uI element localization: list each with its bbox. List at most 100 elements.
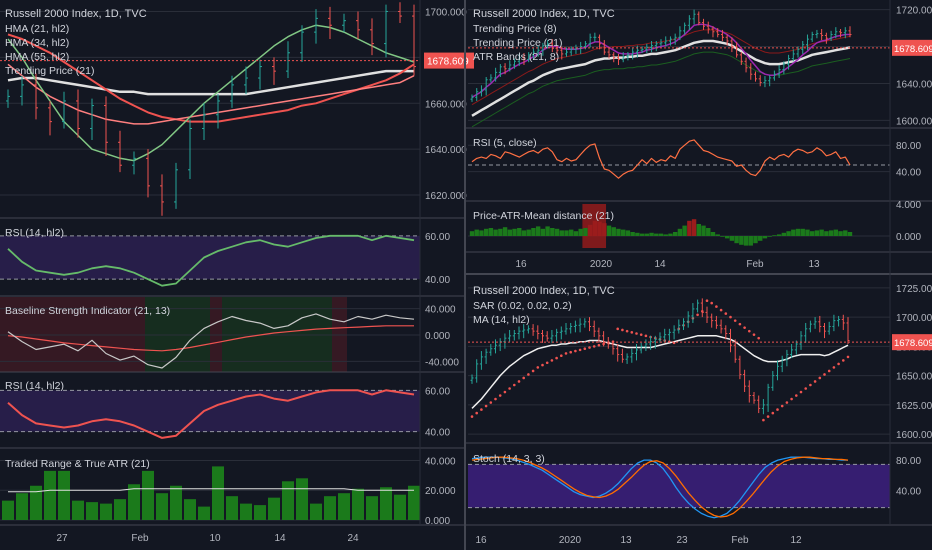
x-axis-tick-label: 24: [347, 533, 359, 544]
atr-bar: [170, 485, 182, 520]
sar-dot: [823, 373, 826, 376]
current-price-label-bg: [892, 39, 932, 56]
distance-bar: [569, 229, 574, 236]
y-axis-tick-label: 60.00: [425, 232, 450, 243]
atr-bar: [44, 470, 56, 520]
distance-bar: [587, 224, 593, 236]
distance-bar: [531, 228, 536, 236]
sar-dot: [560, 354, 563, 358]
distance-bar: [833, 229, 839, 236]
y-axis-tick-label: 0.000: [896, 232, 921, 243]
sar-dot: [545, 361, 549, 365]
distance-bar: [696, 224, 701, 236]
left-legend-item: Trending Price (21): [5, 65, 94, 77]
distance-bar: [469, 231, 475, 236]
distance-bar: [654, 233, 659, 236]
atr-title: Traded Range & True ATR (21): [5, 458, 150, 470]
sar-dot: [503, 390, 507, 394]
distance-bar: [791, 229, 796, 236]
y-axis-tick-label: 1725.000: [896, 284, 932, 295]
sar-dot: [733, 319, 737, 322]
sar-dot: [541, 363, 544, 367]
atr-bar: [2, 500, 14, 520]
y-axis-tick-label: -40.000: [425, 357, 459, 368]
atr-bar: [142, 470, 154, 520]
sar-dot: [564, 352, 568, 355]
sar-dot: [621, 328, 624, 332]
series-stoch-d: [471, 456, 849, 518]
distance-bar: [550, 228, 555, 236]
sar-dot: [719, 308, 723, 312]
left-legend-item: HMA (34, hl2): [5, 37, 69, 49]
distance-bar: [847, 232, 853, 236]
distance-bar: [649, 232, 654, 236]
x-axis-tick-label: 14: [654, 259, 666, 270]
x-axis-tick-label: 14: [274, 533, 286, 544]
sar-dot: [583, 347, 587, 351]
series-stoch-k: [471, 456, 848, 519]
y-axis-tick-label: 1660.000: [425, 99, 467, 110]
sar-dot: [724, 312, 728, 315]
atr-bar: [86, 502, 98, 520]
sar-dot: [809, 383, 812, 387]
distance-bar: [512, 228, 517, 236]
rsi1-title: RSI (14, hl2): [5, 227, 64, 239]
distance-bar: [474, 229, 479, 236]
y-axis-tick-label: 0.000: [425, 516, 450, 527]
right-top-rsi-title: RSI (5, close): [473, 137, 537, 149]
atr-bar: [16, 493, 28, 520]
x-axis-tick-label: 13: [808, 259, 820, 270]
distance-bar: [592, 220, 598, 236]
y-axis-tick-label: 40.00: [896, 486, 921, 497]
left-price-title: Russell 2000 Index, 1D, TVC: [5, 8, 147, 20]
sar-dot: [752, 333, 756, 336]
distance-bar: [800, 228, 805, 236]
distance-bar: [635, 232, 640, 236]
y-axis-tick-label: 40.00: [425, 428, 450, 439]
distance-bar: [493, 229, 498, 236]
y-axis-tick-label: 80.00: [896, 141, 921, 152]
x-axis-tick-label: 27: [56, 533, 68, 544]
sar-dot: [790, 397, 793, 401]
distance-bar: [748, 236, 753, 246]
distance-bar: [502, 227, 508, 236]
distance-bar: [786, 231, 791, 236]
sar-dot: [513, 383, 516, 387]
y-axis-tick-label: 20.000: [425, 486, 456, 497]
series-bsi-baseline: [7, 325, 414, 352]
sar-dot: [625, 329, 629, 333]
right-bottom-legend-item: SAR (0.02, 0.02, 0.2): [473, 300, 572, 312]
atr-bar: [128, 484, 140, 520]
distance-bar: [828, 230, 834, 236]
distance-bar: [781, 232, 787, 236]
sar-dot: [846, 355, 850, 359]
sar-dot: [536, 366, 540, 369]
current-price-label-bg: [424, 52, 474, 69]
distance-bar: [767, 236, 772, 237]
y-axis-tick-label: 1650.000: [896, 372, 932, 383]
sar-dot: [569, 350, 572, 354]
distance-bar: [743, 236, 749, 246]
atr-bar: [240, 503, 252, 520]
distance-bar: [772, 235, 777, 236]
atr-bar: [100, 503, 112, 520]
sar-dot: [527, 373, 530, 376]
sar-dot: [592, 345, 596, 348]
distance-bar: [724, 236, 730, 239]
x-axis-tick-label: 16: [475, 535, 487, 546]
sar-dot: [832, 366, 836, 369]
distance-bar: [753, 236, 758, 244]
distance-bar: [611, 227, 616, 236]
sar-dot: [550, 359, 554, 362]
right-top-legend-item: ATR Bands (21, 8): [473, 51, 559, 63]
x-axis-tick-label: Feb: [731, 535, 749, 546]
distance-bar: [734, 236, 739, 244]
distance-bar: [507, 229, 512, 236]
y-axis-tick-label: 1700.000: [425, 7, 467, 18]
distance-bar: [602, 223, 607, 236]
distance-bar: [621, 229, 626, 236]
distance-bar: [672, 232, 678, 236]
sar-dot: [644, 334, 648, 338]
sar-dot: [470, 415, 474, 418]
sar-dot: [635, 332, 638, 335]
